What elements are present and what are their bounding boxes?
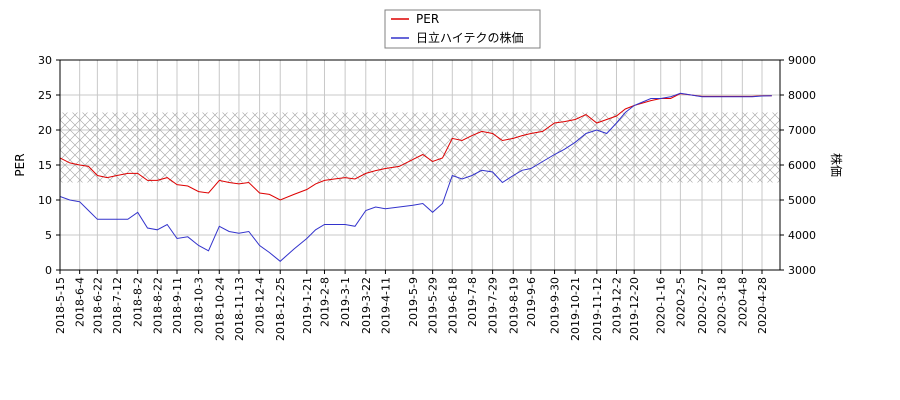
x-tick-label: 2019-12-2	[610, 277, 623, 334]
x-tick-label: 2018-6-22	[91, 277, 104, 334]
x-tick-label: 2019-9-6	[525, 277, 538, 327]
x-tick-label: 2018-10-24	[213, 277, 226, 341]
series-line-per	[60, 93, 772, 201]
x-tick-label: 2020-4-28	[756, 277, 769, 334]
x-tick-label: 2019-12-20	[628, 277, 641, 341]
x-tick-label: 2019-11-12	[591, 277, 604, 341]
y-right-tick-label: 5000	[788, 194, 816, 207]
y-right-tick-label: 4000	[788, 229, 816, 242]
x-tick-label: 2019-4-11	[379, 277, 392, 334]
x-tick-label: 2020-1-16	[655, 277, 668, 334]
y-right-tick-label: 7000	[788, 124, 816, 137]
series-line-stock-price	[60, 92, 772, 262]
x-tick-label: 2020-3-18	[716, 277, 729, 334]
x-tick-label: 2018-6-4	[74, 277, 87, 327]
y-left-tick-label: 10	[38, 194, 52, 207]
pe-range-band	[60, 112, 780, 183]
y-left-axis-label: PER	[13, 153, 27, 176]
y-right-tick-label: 3000	[788, 264, 816, 277]
x-tick-label: 2018-7-12	[111, 277, 124, 334]
y-right-axis-label: 株価	[829, 153, 844, 177]
x-tick-label: 2020-4-8	[736, 277, 749, 327]
x-tick-label: 2019-1-21	[301, 277, 314, 334]
x-tick-label: 2019-5-9	[407, 277, 420, 327]
x-tick-label: 2019-10-21	[569, 277, 582, 341]
x-tick-label: 2020-2-27	[696, 277, 709, 334]
y-left-tick-label: 15	[38, 159, 52, 172]
x-tick-label: 2018-12-4	[254, 277, 267, 334]
x-tick-label: 2018-11-13	[233, 277, 246, 341]
legend-box	[384, 9, 541, 49]
y-left-tick-label: 0	[45, 264, 52, 277]
x-tick-label: 2018-10-3	[193, 277, 206, 334]
legend: PER 日立ハイテクの株価	[384, 9, 541, 49]
y-left-tick-label: 20	[38, 124, 52, 137]
x-tick-label: 2019-3-1	[339, 277, 352, 327]
ticks: 0 5 10 15 20 25 30 3000 4000 5000 6000 7000 8000 9000…	[38, 54, 816, 341]
x-tick-label: 2019-7-8	[466, 277, 479, 327]
x-tick-label: 2019-8-19	[507, 277, 520, 334]
y-right-tick-label: 6000	[788, 159, 816, 172]
x-tick-label: 2018-12-25	[274, 277, 287, 341]
y-left-tick-label: 30	[38, 54, 52, 67]
x-tick-label: 2019-5-29	[427, 277, 440, 334]
x-tick-label: 2019-2-8	[318, 277, 331, 327]
x-tick-label: 2019-7-29	[487, 277, 500, 334]
x-tick-label: 2019-9-30	[549, 277, 562, 334]
x-tick-label: 2019-6-18	[446, 277, 459, 334]
x-tick-label: 2018-8-2	[132, 277, 145, 327]
legend-label-stock-price: 日立ハイテクの株価	[416, 30, 524, 45]
series-group	[60, 92, 772, 262]
x-tick-label: 2018-5-15	[54, 277, 67, 334]
x-tick-label: 2018-8-22	[151, 277, 164, 334]
y-right-tick-label: 9000	[788, 54, 816, 67]
x-tick-label: 2020-2-5	[674, 277, 687, 327]
y-left-tick-label: 25	[38, 89, 52, 102]
x-tick-label: 2019-3-22	[360, 277, 373, 334]
x-tick-label: 2018-9-11	[171, 277, 184, 334]
y-left-tick-label: 5	[45, 229, 52, 242]
y-right-tick-label: 8000	[788, 89, 816, 102]
legend-label-per: PER	[416, 12, 439, 26]
